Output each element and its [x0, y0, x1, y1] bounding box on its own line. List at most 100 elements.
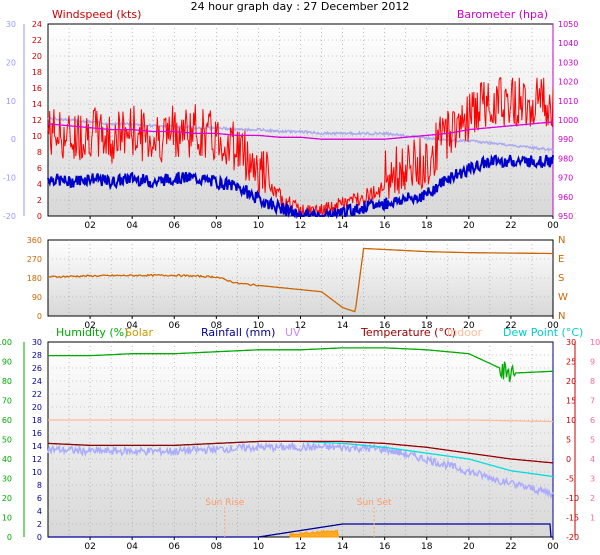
- hum-tick-label: 100: [0, 338, 12, 347]
- sunrise-label: Sun Rise: [205, 498, 244, 508]
- windchill-line: [47, 441, 554, 499]
- rain-tick-label: 6: [37, 494, 42, 503]
- time-tick-label: 12: [295, 542, 306, 552]
- wind-tick-label: 22: [32, 36, 42, 45]
- chart-title: 24 hour graph day : 27 December 2012: [191, 0, 410, 13]
- wind-tick-label: 16: [32, 84, 42, 93]
- time-tick-label: 12: [295, 321, 306, 331]
- baro-tick-label: 980: [558, 154, 573, 163]
- far-left-tick-label: 30: [6, 20, 16, 29]
- indoor-label: Indoor: [447, 326, 483, 339]
- far-right-tick-label: 8: [590, 377, 595, 386]
- time-tick-label: 10: [253, 221, 265, 231]
- wind-tick-label: 2: [37, 196, 42, 205]
- time-tick-label: 16: [379, 221, 391, 231]
- uv-label: UV: [285, 326, 301, 339]
- rain-tick-label: 0: [37, 533, 42, 542]
- wind-tick-label: 24: [32, 20, 42, 29]
- solar-label: Solar: [125, 326, 154, 339]
- hum-tick-label: 90: [2, 358, 12, 367]
- time-tick-label: 20: [463, 221, 475, 231]
- time-tick-label: 16: [379, 321, 391, 331]
- time-tick-label: 00: [547, 321, 559, 331]
- barometer-label: Barometer (hpa): [457, 8, 548, 21]
- hum-tick-label: 70: [2, 397, 12, 406]
- pressure-trace-line: [47, 116, 554, 152]
- panel1-axes: 02 04 06 08 10 12 14 16 18 20 22 000246810121416182…: [3, 20, 578, 231]
- wind-tick-label: 18: [32, 68, 42, 77]
- baro-tick-label: 950: [558, 212, 573, 221]
- panel2-axes: 02 04 06 08 10 12 14 16 18 20 22 00090180270360NWSE…: [27, 235, 568, 331]
- time-tick-label: 08: [211, 221, 223, 231]
- panel-humidity-temperature: 02 04 06 08 10 12 14 16 18 20 22 000102030405060708…: [0, 326, 600, 552]
- time-tick-label: 04: [126, 321, 138, 331]
- avg-wind-line: [47, 154, 554, 220]
- temp-tick-label: 30: [566, 338, 576, 347]
- wind-tick-label: 14: [32, 100, 42, 109]
- rain-tick-label: 30: [32, 338, 42, 347]
- sunset-label: Sun Set: [357, 498, 392, 508]
- time-tick-label: 22: [505, 542, 516, 552]
- baro-tick-label: 1000: [558, 116, 578, 125]
- dir-compass-label: E: [558, 254, 564, 265]
- temperature-line: [48, 440, 554, 464]
- time-tick-label: 20: [463, 542, 475, 552]
- baro-tick-label: 970: [558, 174, 573, 183]
- far-left-tick-label: -20: [3, 212, 16, 221]
- baro-tick-label: 1010: [558, 97, 578, 106]
- wind-tick-label: 20: [32, 52, 42, 61]
- time-tick-label: 14: [337, 542, 349, 552]
- rain-tick-label: 12: [32, 455, 42, 464]
- dir-tick-label: 90: [32, 293, 42, 302]
- gust-line: [47, 77, 554, 218]
- far-left-tick-label: 0: [11, 135, 16, 144]
- wind-tick-label: 12: [32, 116, 42, 125]
- rain-tick-label: 18: [32, 416, 42, 425]
- time-tick-label: 12: [295, 221, 306, 231]
- windspeed-label: Windspeed (kts): [52, 8, 141, 21]
- far-left-tick-label: -10: [3, 174, 16, 183]
- far-right-tick-label: 2: [590, 494, 595, 503]
- hum-tick-label: 20: [2, 494, 12, 503]
- time-tick-label: 06: [169, 542, 181, 552]
- baro-tick-label: 1040: [558, 39, 578, 48]
- rainfall-label: Rainfall (mm): [201, 326, 275, 339]
- baro-tick-label: 1050: [558, 20, 578, 29]
- rain-tick-label: 14: [32, 442, 42, 451]
- time-tick-label: 20: [463, 321, 475, 331]
- far-right-tick-label: 7: [590, 397, 595, 406]
- temperature-label: Temperature (°C): [360, 326, 456, 339]
- far-right-tick-label: 3: [590, 475, 595, 484]
- rain-tick-label: 22: [32, 390, 42, 399]
- baro-tick-label: 960: [558, 193, 573, 202]
- far-right-tick-label: 6: [590, 416, 595, 425]
- temp-tick-label: 5: [566, 436, 571, 445]
- temp-tick-label: 10: [566, 416, 576, 425]
- temp-tick-label: -10: [566, 494, 579, 503]
- humidity-line: [48, 347, 553, 382]
- hum-tick-label: 10: [2, 514, 12, 523]
- rain-tick-label: 20: [32, 403, 42, 412]
- rain-tick-label: 24: [32, 377, 42, 386]
- rain-tick-label: 2: [37, 520, 42, 529]
- dir-compass-label: S: [558, 273, 564, 284]
- time-tick-label: 10: [253, 542, 265, 552]
- time-tick-label: 00: [547, 542, 559, 552]
- rain-tick-label: 16: [32, 429, 42, 438]
- rainfall-line: [48, 523, 553, 538]
- time-tick-label: 18: [421, 321, 433, 331]
- far-right-tick-label: 4: [590, 455, 595, 464]
- hum-tick-label: 0: [7, 533, 12, 542]
- dir-tick-label: 360: [27, 236, 42, 245]
- rain-tick-label: 4: [37, 507, 42, 516]
- temp-tick-label: 25: [566, 358, 576, 367]
- rain-tick-label: 10: [32, 468, 42, 477]
- time-tick-label: 08: [211, 542, 223, 552]
- dir-tick-label: 0: [37, 312, 42, 321]
- panel3-plot-area: [47, 341, 554, 538]
- time-tick-label: 06: [169, 221, 181, 231]
- dewpoint-label: Dew Point (°C): [503, 326, 583, 339]
- time-tick-label: 22: [505, 221, 516, 231]
- hum-tick-label: 30: [2, 475, 12, 484]
